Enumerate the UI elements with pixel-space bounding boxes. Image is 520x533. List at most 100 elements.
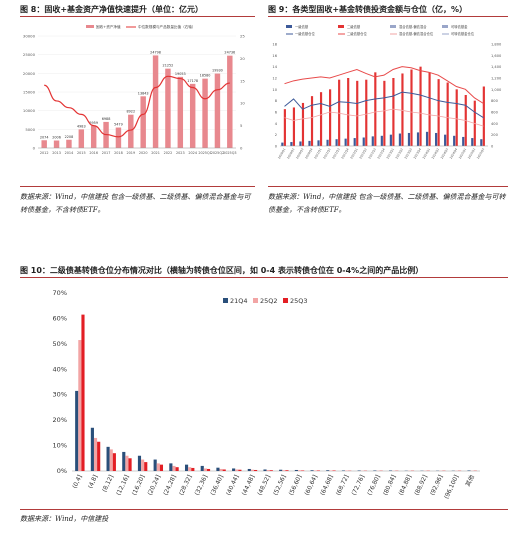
x-tick-label: 2022Q1 — [349, 147, 358, 159]
bar-21Q4 — [232, 468, 236, 471]
legend-label-25Q2: 25Q2 — [260, 297, 278, 305]
bar — [177, 76, 184, 148]
figure-8-chart: 0500010000150002000025000300000510152025… — [23, 24, 246, 155]
x-tick-label: 2023 — [176, 151, 185, 155]
x-tick-label: 2025Q3 — [476, 147, 485, 159]
x-tick-label: 2021Q4 — [340, 147, 349, 159]
bar — [78, 129, 85, 148]
figure-9-source: 数据来源：Wind，中信建投 包含一级债基、二级债基、偏债混合基金与可转债基金，… — [268, 193, 506, 214]
legend-swatch — [390, 25, 396, 28]
bar-25Q2 — [78, 340, 82, 471]
y-tick-label: 20% — [53, 416, 67, 424]
bar-25Q2 — [219, 468, 223, 471]
bar — [152, 55, 159, 148]
x-tick-label: 2019 — [126, 151, 135, 155]
x-tick-label: 2023Q2 — [395, 147, 404, 159]
bar-amount-2ji — [310, 96, 314, 146]
legend-label-bar: 固收+资产净值 — [96, 24, 121, 29]
bar-amount-1ji — [407, 132, 411, 146]
bar-25Q2 — [156, 463, 160, 471]
bar — [90, 125, 97, 148]
bar-25Q3 — [301, 470, 305, 471]
y2-tick-label: 600 — [491, 111, 499, 115]
x-tick-label: (40,44] — [225, 474, 241, 497]
bar-amount-1ji — [371, 136, 374, 146]
x-tick-label: (60,64] — [303, 474, 319, 497]
bar-21Q4 — [106, 446, 110, 471]
y-tick-label: 8 — [275, 99, 278, 103]
y2-tick-label: 1,000 — [491, 88, 502, 92]
figure-8-bottom-rule — [20, 186, 255, 187]
x-tick-label: (96,100] — [443, 474, 460, 500]
x-tick-label: (12,16] — [115, 474, 131, 497]
legend-swatch-25Q3 — [283, 298, 288, 303]
x-tick-label: 2025Q3 — [223, 151, 236, 155]
figure-10-chart: 0% 10% 20% 30% 40% 50% 60% 70% 21Q4 25Q2 25Q3 (0,4]… — [53, 289, 480, 500]
y2-tick-label: 15 — [240, 78, 245, 83]
bar-amount-2ji — [428, 72, 431, 146]
y-tick-label: 30000 — [23, 34, 36, 39]
bar-21Q4 — [153, 459, 157, 471]
y2-tick-label: 20 — [240, 56, 245, 61]
x-tick-label: (20,24] — [147, 474, 163, 497]
x-tick-label: 2024Q3 — [440, 147, 449, 159]
y-tick-label: 0% — [57, 467, 67, 475]
x-tick-label: (4,8] — [87, 474, 99, 490]
figure-8-source: 数据来源：Wind，中信建投 包含一级债基、二级债基、偏债混合基金与可转债基金，… — [20, 193, 251, 214]
y-tick-label: 18 — [272, 43, 277, 47]
bar-amount-1ji — [308, 140, 311, 146]
bar-25Q3 — [238, 469, 242, 471]
x-tick-label: 2021Q1 — [313, 147, 322, 159]
bar-amount-1ji — [290, 142, 293, 146]
y-tick-label: 12 — [272, 77, 277, 81]
bar-25Q3 — [81, 314, 85, 471]
bar-21Q4 — [184, 464, 189, 471]
figure-8-title: 图 8：固收+基金资产净值快速提升（单位：亿元） — [20, 5, 204, 14]
y2-tick-label: 1,600 — [491, 54, 502, 58]
y2-tick-label: 25 — [240, 34, 245, 39]
bar-21Q4 — [467, 470, 471, 471]
x-tick-label: 2025Q1 — [458, 147, 467, 159]
bar-21Q4 — [294, 469, 298, 471]
y-tick-label: 60% — [53, 314, 67, 322]
bar-amount-1ji — [281, 142, 284, 146]
bar-21Q4 — [247, 468, 251, 471]
bar-amount-2ji — [437, 79, 440, 146]
bar-data-label: 17178 — [187, 79, 198, 83]
x-tick-label: (80,84] — [382, 474, 398, 497]
bar-25Q3 — [222, 469, 226, 471]
x-tick-label: 2023Q1 — [385, 147, 394, 159]
bar-amount-1ji — [362, 137, 365, 146]
x-tick-label: 2024 — [188, 151, 197, 155]
bar-data-label: 8922 — [126, 110, 135, 114]
x-tick-label: (84,88] — [398, 474, 414, 497]
bar-amount-1ji — [299, 141, 302, 146]
bar-21Q4 — [200, 465, 204, 471]
bar-25Q3 — [159, 464, 164, 471]
bar-25Q2 — [235, 469, 239, 471]
legend-label: 混合债基-偏债混合 — [399, 24, 427, 29]
x-tick-label: 2022Q4 — [376, 147, 385, 159]
y-tick-label: 4 — [275, 122, 278, 126]
bar — [115, 127, 122, 148]
y2-tick-label: 1,200 — [491, 77, 502, 81]
bar-amount-1ji — [471, 138, 474, 146]
x-tick-label: (92,96] — [429, 474, 445, 497]
figure-10-rule — [20, 277, 508, 278]
bar-data-label: 2208 — [65, 135, 74, 139]
bar-25Q3 — [206, 468, 211, 471]
y-tick-label: 10 — [272, 88, 277, 92]
figure-9-chart: 0 2 4 6 8 10 12 14 16 18 0 200 400 600 800 1,000 1,200 1,… — [272, 24, 502, 160]
bar-25Q2 — [188, 467, 192, 471]
x-tick-label: (16,20] — [131, 474, 147, 497]
bar-data-label: 24736 — [224, 51, 235, 55]
x-tick-label: 2024Q4 — [449, 147, 458, 159]
x-tick-label: 2020Q3 — [295, 147, 304, 159]
bar-data-label: 2006 — [52, 136, 61, 140]
bar-25Q3 — [285, 470, 289, 471]
x-tick-label: 2024Q1 — [422, 147, 431, 159]
x-tick-label: 2017 — [102, 151, 111, 155]
bar — [214, 73, 221, 148]
bar-21Q4 — [326, 470, 330, 471]
bar-amount-1ji — [435, 132, 438, 146]
